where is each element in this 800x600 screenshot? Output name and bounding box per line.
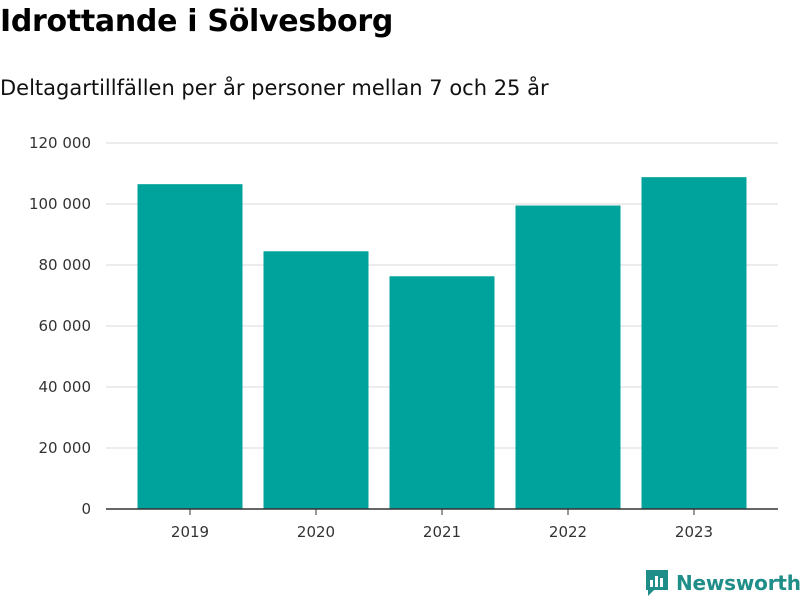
bar-2021 [389,276,495,509]
chart-subtitle: Deltagartillfällen per år personer mella… [0,76,549,100]
y-tick-label: 20 000 [39,439,92,457]
x-tick-label: 2019 [171,523,209,541]
y-tick-label: 60 000 [39,317,92,335]
y-tick-label: 120 000 [29,134,91,152]
x-tick-label: 2023 [675,523,713,541]
bar-2022 [515,205,621,509]
bar-2020 [263,251,369,509]
x-axis: 2019 2020 2021 2022 2023 [106,508,778,541]
x-tick-label: 2022 [549,523,587,541]
y-tick-label: 80 000 [39,256,92,274]
brand-logo: Newsworthy [644,568,800,598]
y-tick-label: 40 000 [39,378,92,396]
brand-name: Newsworthy [676,571,800,595]
bar-2023 [641,177,747,509]
newsworthy-icon [646,570,668,596]
bar-2019 [137,184,243,510]
bars [137,177,747,510]
x-tick-label: 2021 [423,523,461,541]
y-tick-label: 0 [81,500,91,518]
y-tick-label: 100 000 [29,195,91,213]
chart-title: Idrottande i Sölvesborg [0,4,394,39]
y-axis-labels: 0 20 000 40 000 60 000 80 000 100 000 120 000 [29,134,91,518]
x-tick-label: 2020 [297,523,335,541]
